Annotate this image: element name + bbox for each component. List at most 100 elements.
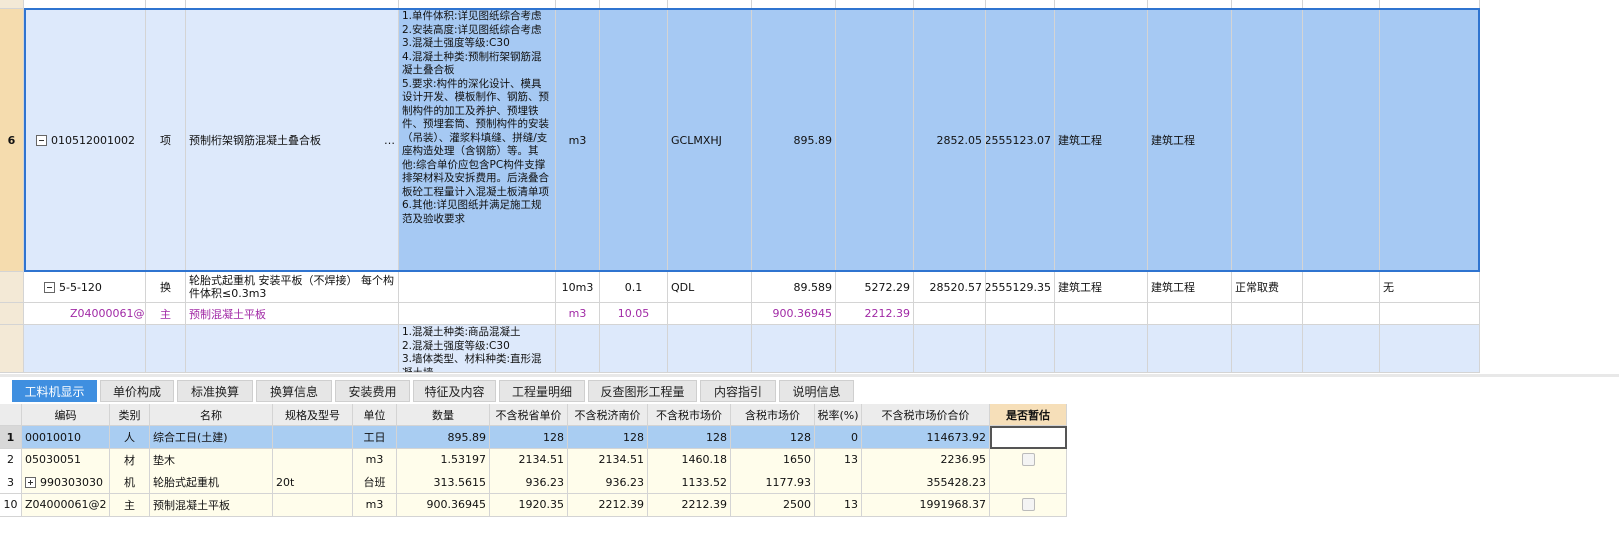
grid-cell: 预制混凝土平板 [186,303,399,325]
grid-cell: 建筑工程 [1148,9,1232,272]
grid-cell [556,325,600,373]
collapse-icon[interactable] [44,281,55,293]
table-cell: 材 [110,448,150,472]
table-cell: 1177.93 [731,471,815,494]
table-cell: 2212.39 [568,493,648,517]
table-cell: 13 [815,448,862,472]
table-cell: 128 [568,426,648,449]
table-cell: Z04000061@2 [22,493,110,517]
row-index: 10 [0,493,22,517]
grid-cell [1232,9,1303,272]
grid-cell: 010512001002 [24,9,146,272]
header-cell: 含税市场价 [731,404,815,426]
tab[interactable]: 反查图形工程量 [588,380,697,402]
table-cell: 05030051 [22,448,110,472]
table-cell [990,448,1067,472]
tab[interactable]: 特征及内容 [413,380,496,402]
table-cell [273,426,353,449]
grid-cell: 预制桁架钢筋混凝土叠合板… [186,9,399,272]
grid-cell: 建筑工程 [1055,272,1148,303]
grid-cell: 2555123.07 [986,9,1055,272]
table-cell: 主 [110,493,150,517]
grid-cell [986,303,1055,325]
grid-cell: 项 [146,9,186,272]
tab[interactable]: 工程量明细 [499,380,585,402]
checkbox[interactable] [1021,453,1035,466]
grid-cell [1148,325,1232,373]
grid-cell: Z04000061@2 [24,303,146,325]
header-cell: 数量 [397,404,490,426]
tab[interactable]: 换算信息 [256,380,332,402]
tab[interactable]: 安装费用 [335,380,410,402]
table-cell: 轮胎式起重机 [150,471,273,494]
table-cell: 114673.92 [862,426,990,449]
grid-cell: 895.89 [752,9,836,272]
tab[interactable]: 工料机显示 [12,380,97,402]
table-cell: m3 [353,448,397,472]
tab[interactable]: 单价构成 [100,380,174,402]
checkbox[interactable] [1021,498,1035,511]
grid-cell [914,303,986,325]
table-cell: 2134.51 [568,448,648,472]
table-cell: m3 [353,493,397,517]
tab[interactable]: 内容指引 [700,380,776,402]
table-cell: 0 [815,426,862,449]
table-cell [273,448,353,472]
selection-border [24,8,1480,272]
grid-cell [1380,325,1480,373]
header-cell: 类别 [110,404,150,426]
grid-cell: 无 [1380,272,1480,303]
grid-cell [1303,303,1380,325]
grid-cell [668,325,752,373]
grid-cell: QDL [668,272,752,303]
grid-cell: m3 [556,303,600,325]
grid-cell: GCLMXHJ [668,9,752,272]
table-cell: 128 [648,426,731,449]
header-cell: 不含税省单价 [490,404,568,426]
feature-cell [399,272,556,303]
grid-cell: 89.589 [752,272,836,303]
more-button[interactable]: … [384,133,395,147]
grid-cell [146,325,186,373]
collapse-icon[interactable] [36,134,47,146]
table-cell: 936.23 [490,471,568,494]
row-index: 1 [0,426,22,449]
header-cell: 是否暂估 [990,404,1067,426]
table-cell: 900.36945 [397,493,490,517]
grid-cell: 5272.29 [836,272,914,303]
tab[interactable]: 标准换算 [177,380,253,402]
grid-cell [836,9,914,272]
table-cell: 313.5615 [397,471,490,494]
grid-cell: 2212.39 [836,303,914,325]
table-cell: 128 [731,426,815,449]
grid-cell [1303,272,1380,303]
table-cell: 936.23 [568,471,648,494]
table-cell [990,493,1067,517]
table-cell [815,471,862,494]
table-cell [990,426,1067,449]
grid-cell: 10.05 [600,303,668,325]
grid-cell: 900.36945 [752,303,836,325]
table-cell: 13 [815,493,862,517]
grid-cell [836,325,914,373]
table-cell: 128 [490,426,568,449]
grid-cell [914,325,986,373]
grid-cell: 2852.05 [914,9,986,272]
grid-cell [1232,303,1303,325]
table-cell [273,493,353,517]
grid-cell: 轮胎式起重机 安装平板（不焊接） 每个构件体积≤0.3m3 [186,272,399,303]
header-cell: 不含税市场价 [648,404,731,426]
table-cell: 1460.18 [648,448,731,472]
expand-icon[interactable] [25,476,36,488]
grid-cell [600,325,668,373]
table-cell: 工日 [353,426,397,449]
grid-cell: 28520.57 [914,272,986,303]
grid-cell: 6 [0,9,24,272]
grid-cell [600,9,668,272]
tab[interactable]: 说明信息 [779,380,854,402]
feature-cell [399,303,556,325]
header-cell: 不含税市场价合价 [862,404,990,426]
grid-cell: 正常取费 [1232,272,1303,303]
table-cell: 1133.52 [648,471,731,494]
feature-cell: 1.单件体积:详见图纸综合考虑 2.安装高度:详见图纸综合考虑 3.混凝土强度等… [399,9,556,272]
